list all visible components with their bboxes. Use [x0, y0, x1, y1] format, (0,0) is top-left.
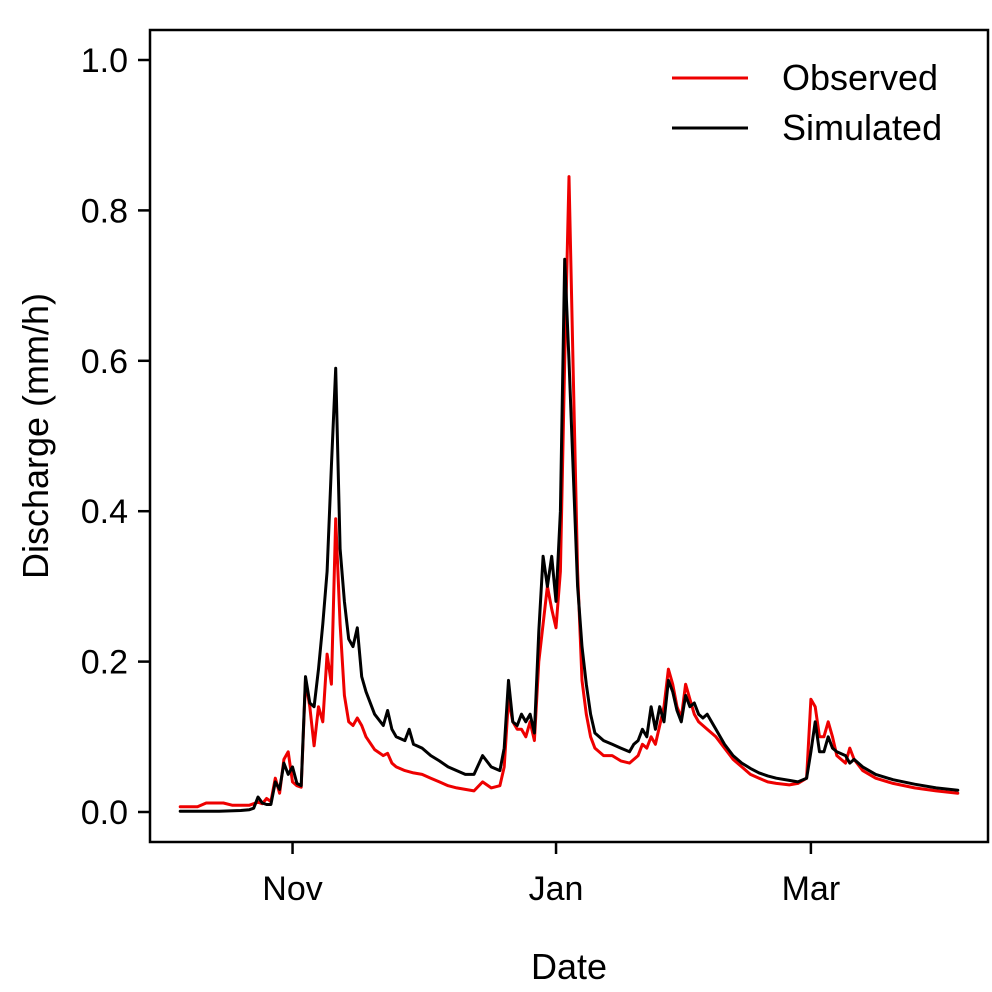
y-tick-label: 0.0: [81, 794, 128, 832]
y-tick-label: 1.0: [81, 42, 128, 80]
legend: Observed Simulated: [672, 57, 942, 148]
y-tick-label: 0.8: [81, 192, 128, 230]
legend-label-observed: Observed: [782, 57, 938, 98]
y-tick-label: 0.2: [81, 644, 128, 682]
series-lines: [178, 175, 960, 813]
plot-frame: [148, 28, 990, 844]
series-line-simulated: [178, 257, 960, 813]
legend-label-simulated: Simulated: [782, 107, 942, 148]
y-axis-label: Discharge (mm/h): [15, 293, 56, 579]
x-tick-label: Nov: [262, 870, 322, 908]
x-axis-label: Date: [531, 946, 607, 987]
series-line-observed: [178, 175, 960, 809]
y-tick-label: 0.6: [81, 343, 128, 381]
x-tick-label: Mar: [782, 870, 841, 908]
x-axis: Nov Jan Mar: [262, 842, 840, 908]
y-tick-label: 0.4: [81, 493, 128, 531]
x-tick-label: Jan: [529, 870, 584, 908]
y-axis: 0.0 0.2 0.4 0.6 0.8 1.0: [81, 42, 150, 832]
